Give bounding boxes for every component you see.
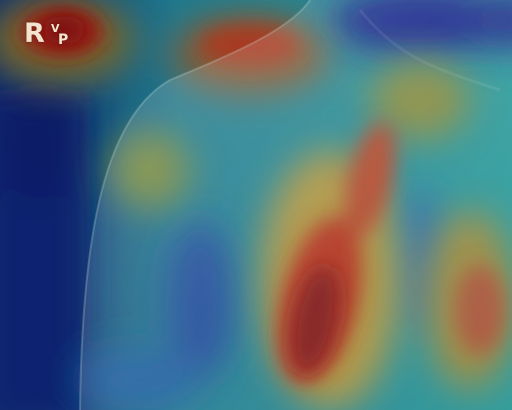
laterality-marker: R V P: [24, 18, 68, 49]
marker-subscript: P: [58, 32, 69, 48]
marker-main-letter: R: [24, 18, 45, 49]
marker-superscript: V: [51, 22, 60, 35]
